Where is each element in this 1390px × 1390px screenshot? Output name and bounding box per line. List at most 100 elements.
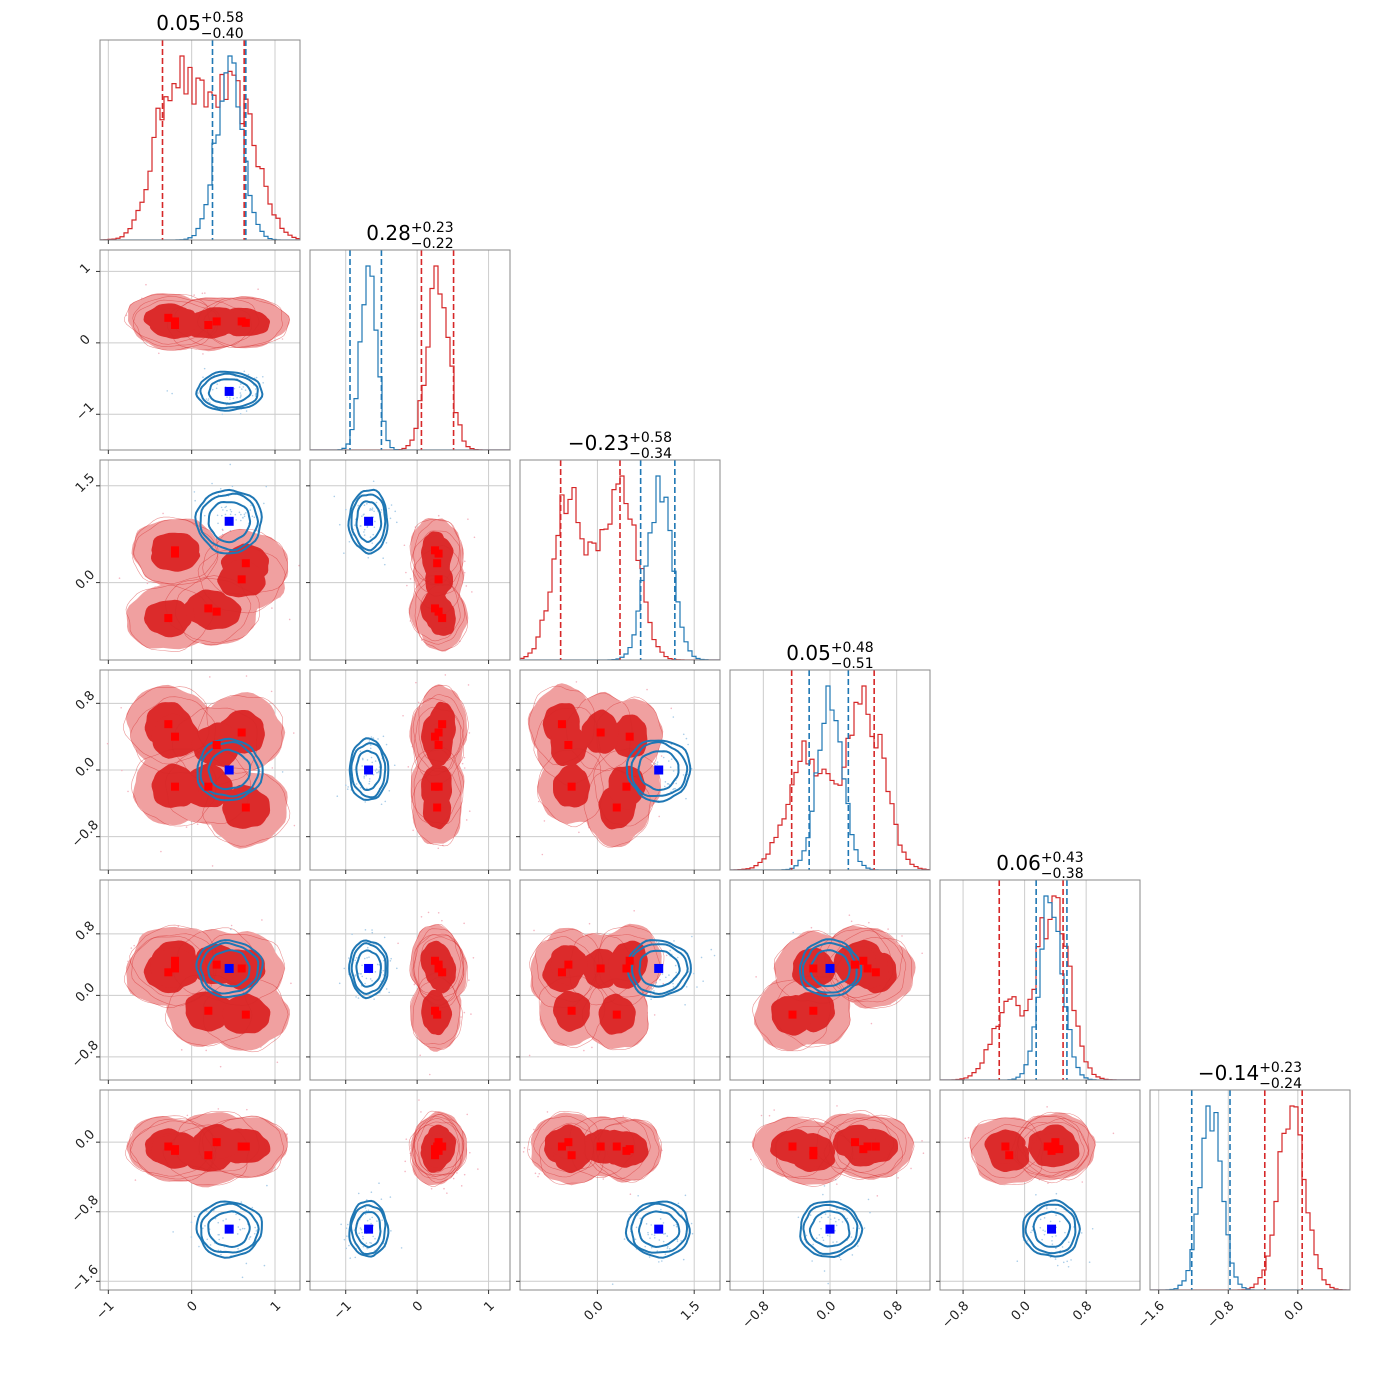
red-sample [415,681,417,684]
blue-sample [239,412,242,415]
blue-sample [1016,1260,1019,1263]
red-marker [871,968,880,977]
blue-sample [240,1201,243,1203]
y-tick-label: 0.0 [73,980,98,1005]
red-sample [427,911,430,914]
blue-sample [667,782,670,785]
y-tick-label: 0.0 [73,1127,98,1152]
red-marker [164,614,173,623]
blue-sample [361,975,364,978]
red-sample [290,982,292,985]
blue-sample [365,774,368,777]
red-marker [237,575,246,584]
blue-sample [366,1247,369,1250]
blue-sample [215,387,218,390]
blue-contour-inner [637,750,680,792]
blue-sample [226,509,228,512]
red-contour-line [132,296,220,348]
red-sample [261,919,263,921]
blue-sample [229,398,231,400]
blue-sample [240,394,242,396]
red-contour-line [413,1110,465,1174]
blue-sample [365,1199,368,1201]
blue-sample [243,513,246,516]
red-sample [537,800,540,803]
contour-panel-1-0: −1 0 1 [73,249,301,454]
blue-sample [656,763,659,765]
blue-sample [364,801,366,803]
contour-panel-4-1 [306,879,511,1084]
blue-contour-middle [199,740,260,798]
blue-sample [362,1245,365,1248]
red-sample [162,512,164,515]
blue-sample [383,936,386,939]
blue-sample [372,533,375,536]
red-contour-line [125,585,214,652]
blue-sample [372,1235,374,1238]
blue-sample [687,743,689,746]
blue-sample [650,1246,653,1249]
red-sample [653,1014,656,1016]
blue-sample [361,757,364,760]
x-tick-label: −1 [331,1299,355,1323]
red-sample [463,756,466,759]
red-marker [859,956,868,965]
red-marker [171,782,179,791]
blue-sample [650,1224,653,1226]
red-contour-line [162,1124,250,1186]
red-marker [164,720,173,729]
blue-sample [243,1227,246,1230]
contour-panel-4-3 [726,879,931,1084]
blue-contour-middle [350,493,387,552]
red-sample [428,1073,431,1076]
red-sample [404,1170,406,1173]
red-sample [662,982,665,985]
blue-sample [222,1219,224,1222]
blue-marker [364,963,374,973]
blue-contour-inner [207,949,251,988]
red-contour-line [410,697,461,776]
red-sample [728,1147,730,1149]
red-contour-line [593,1120,660,1183]
red-histogram [100,55,300,240]
red-sample [461,762,464,765]
x-tick-label: 0.0 [581,1299,606,1324]
red-marker [434,782,443,791]
red-marker [204,321,213,329]
x-tick-label: 1 [268,1299,284,1315]
red-contour-line [412,694,465,772]
blue-sample [253,1232,256,1235]
blue-sample [217,522,219,525]
blue-sample [676,956,679,959]
red-sample [219,1065,222,1068]
red-sample [468,732,471,734]
red-sample [437,847,440,850]
blue-sample [224,506,226,509]
blue-sample [370,1191,373,1194]
blue-sample [662,1222,665,1224]
red-sample [910,1167,912,1170]
blue-sample [372,480,375,483]
red-marker [433,559,442,568]
blue-sample [1054,1258,1057,1260]
blue-sample [635,1226,638,1229]
blue-histogram [100,55,300,240]
red-contour-line [1016,1121,1089,1184]
red-marker [863,964,872,973]
blue-sample [675,782,678,785]
blue-sample [370,736,373,738]
blue-sample [676,1240,679,1243]
red-contour-line [537,748,604,828]
red-contour-line [528,685,596,766]
panel-frame [519,1089,721,1291]
red-marker [164,1142,173,1151]
red-contour-line [824,924,903,998]
blue-sample [346,1223,349,1226]
red-marker [859,1145,868,1154]
red-sample [158,352,160,355]
blue-sample [361,964,363,967]
blue-sample [822,1239,825,1242]
blue-sample [820,1216,823,1219]
blue-sample [363,957,366,960]
red-marker [1005,1151,1014,1160]
